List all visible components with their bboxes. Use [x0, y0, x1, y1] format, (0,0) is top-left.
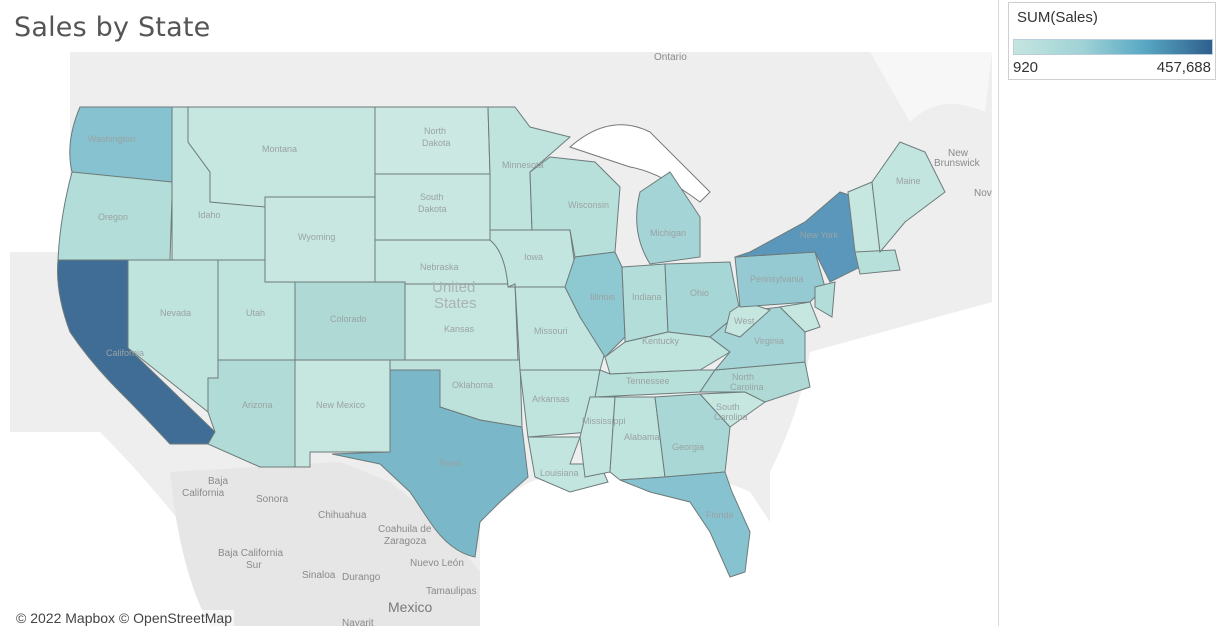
state-montana[interactable]	[187, 106, 376, 208]
label-sinaloa: Sinaloa	[302, 570, 336, 581]
label-virginia: Virginia	[754, 336, 784, 346]
label-kansas: Kansas	[444, 324, 475, 334]
state-new-jersey[interactable]	[814, 281, 836, 318]
state-maine[interactable]	[871, 141, 946, 254]
label-florida: Florida	[706, 510, 734, 520]
label-nebraska: Nebraska	[420, 262, 459, 272]
map-attribution[interactable]: © 2022 Mapbox © OpenStreetMap	[14, 610, 234, 626]
map-canvas[interactable]: Washington Oregon California Nevada Idah…	[10, 52, 992, 626]
label-united-2: States	[434, 295, 477, 312]
page-title: Sales by State	[14, 12, 211, 43]
legend-min: 920	[1013, 59, 1039, 76]
label-michigan: Michigan	[650, 228, 686, 238]
label-new-brunswick-2: Brunswick	[934, 158, 981, 169]
label-durango: Durango	[342, 572, 381, 583]
state-illinois[interactable]	[564, 251, 626, 358]
pacific-ocean	[10, 432, 210, 626]
label-oregon: Oregon	[98, 212, 128, 222]
label-chihuahua: Chihuahua	[318, 510, 367, 521]
label-mississippi: Mississippi	[582, 416, 626, 426]
mexico-land	[170, 462, 480, 626]
label-iowa: Iowa	[524, 252, 543, 262]
label-baja-2: California	[182, 488, 225, 499]
state-florida[interactable]	[619, 471, 751, 578]
label-tennessee: Tennessee	[626, 376, 670, 386]
state-michigan[interactable]	[636, 171, 701, 265]
label-nuevo-leon: Nuevo León	[410, 558, 464, 569]
label-north-carolina-2: Carolina	[730, 382, 764, 392]
label-oklahoma: Oklahoma	[452, 380, 493, 390]
label-utah: Utah	[246, 308, 265, 318]
label-nova: Nova	[974, 188, 992, 199]
state-texas[interactable]	[331, 369, 529, 558]
label-minnesota: Minnesota	[502, 160, 544, 170]
label-tamaulipas: Tamaulipas	[426, 586, 477, 597]
label-north-dakota-1: North	[424, 126, 446, 136]
label-washington: Washington	[88, 134, 135, 144]
label-baja-sur-2: Sur	[246, 560, 262, 571]
label-south-dakota-2: Dakota	[418, 204, 447, 214]
label-ontario: Ontario	[654, 52, 687, 63]
state-maryland-delaware[interactable]	[778, 301, 821, 333]
state-georgia[interactable]	[654, 393, 731, 478]
label-south-dakota-1: South	[420, 192, 444, 202]
label-west-virginia: West	[734, 316, 755, 326]
label-indiana: Indiana	[632, 292, 662, 302]
legend-max: 457,688	[1156, 59, 1211, 76]
label-georgia: Georgia	[672, 442, 704, 452]
state-oregon[interactable]	[57, 171, 173, 261]
label-south-carolina-1: South	[716, 402, 740, 412]
pacific-ocean-north	[10, 52, 70, 252]
atlantic-ocean	[770, 302, 992, 626]
color-legend[interactable]: SUM(Sales) 920 457,688	[1008, 2, 1216, 80]
label-kentucky: Kentucky	[642, 336, 680, 346]
label-mexico: Mexico	[388, 599, 433, 615]
label-montana: Montana	[262, 144, 297, 154]
label-new-york: New York	[800, 230, 839, 240]
label-nevada: Nevada	[160, 308, 191, 318]
label-ohio: Ohio	[690, 288, 709, 298]
label-colorado: Colorado	[330, 314, 367, 324]
legend-gradient	[1013, 39, 1213, 55]
panel-divider	[998, 0, 999, 626]
label-nayarit: Nayarit	[342, 618, 374, 626]
label-wyoming: Wyoming	[298, 232, 335, 242]
label-coahuila-2: Zaragoza	[384, 536, 427, 547]
label-idaho: Idaho	[198, 210, 221, 220]
label-pennsylvania: Pennsylvania	[750, 274, 804, 284]
label-arkansas: Arkansas	[532, 394, 570, 404]
label-new-brunswick-1: New	[948, 148, 969, 159]
label-arizona: Arizona	[242, 400, 273, 410]
label-new-mexico: New Mexico	[316, 400, 365, 410]
label-north-dakota-2: Dakota	[422, 138, 451, 148]
state-mississippi[interactable]	[579, 396, 616, 478]
label-south-carolina-2: Carolina	[714, 412, 748, 422]
label-united-1: United	[432, 279, 475, 296]
label-maine: Maine	[896, 176, 921, 186]
state-washington[interactable]	[69, 106, 173, 183]
label-wisconsin: Wisconsin	[568, 200, 609, 210]
legend-title: SUM(Sales)	[1017, 9, 1098, 26]
label-texas: Texas	[438, 458, 462, 468]
label-baja-1: Baja	[208, 476, 228, 487]
label-california: California	[106, 348, 144, 358]
label-sonora: Sonora	[256, 494, 289, 505]
label-louisiana: Louisiana	[540, 468, 579, 478]
basemap-water	[870, 52, 992, 122]
state-massachusetts-ct-ri[interactable]	[854, 249, 901, 275]
label-alabama: Alabama	[624, 432, 660, 442]
label-north-carolina-1: North	[732, 372, 754, 382]
label-missouri: Missouri	[534, 326, 568, 336]
state-new-mexico[interactable]	[294, 359, 391, 468]
label-coahuila-1: Coahuila de	[378, 524, 432, 535]
label-illinois: Illinois	[590, 292, 616, 302]
state-indiana[interactable]	[621, 263, 669, 343]
state-california[interactable]	[57, 259, 216, 445]
map-view[interactable]: Washington Oregon California Nevada Idah…	[10, 52, 992, 626]
label-baja-sur-1: Baja California	[218, 548, 283, 559]
